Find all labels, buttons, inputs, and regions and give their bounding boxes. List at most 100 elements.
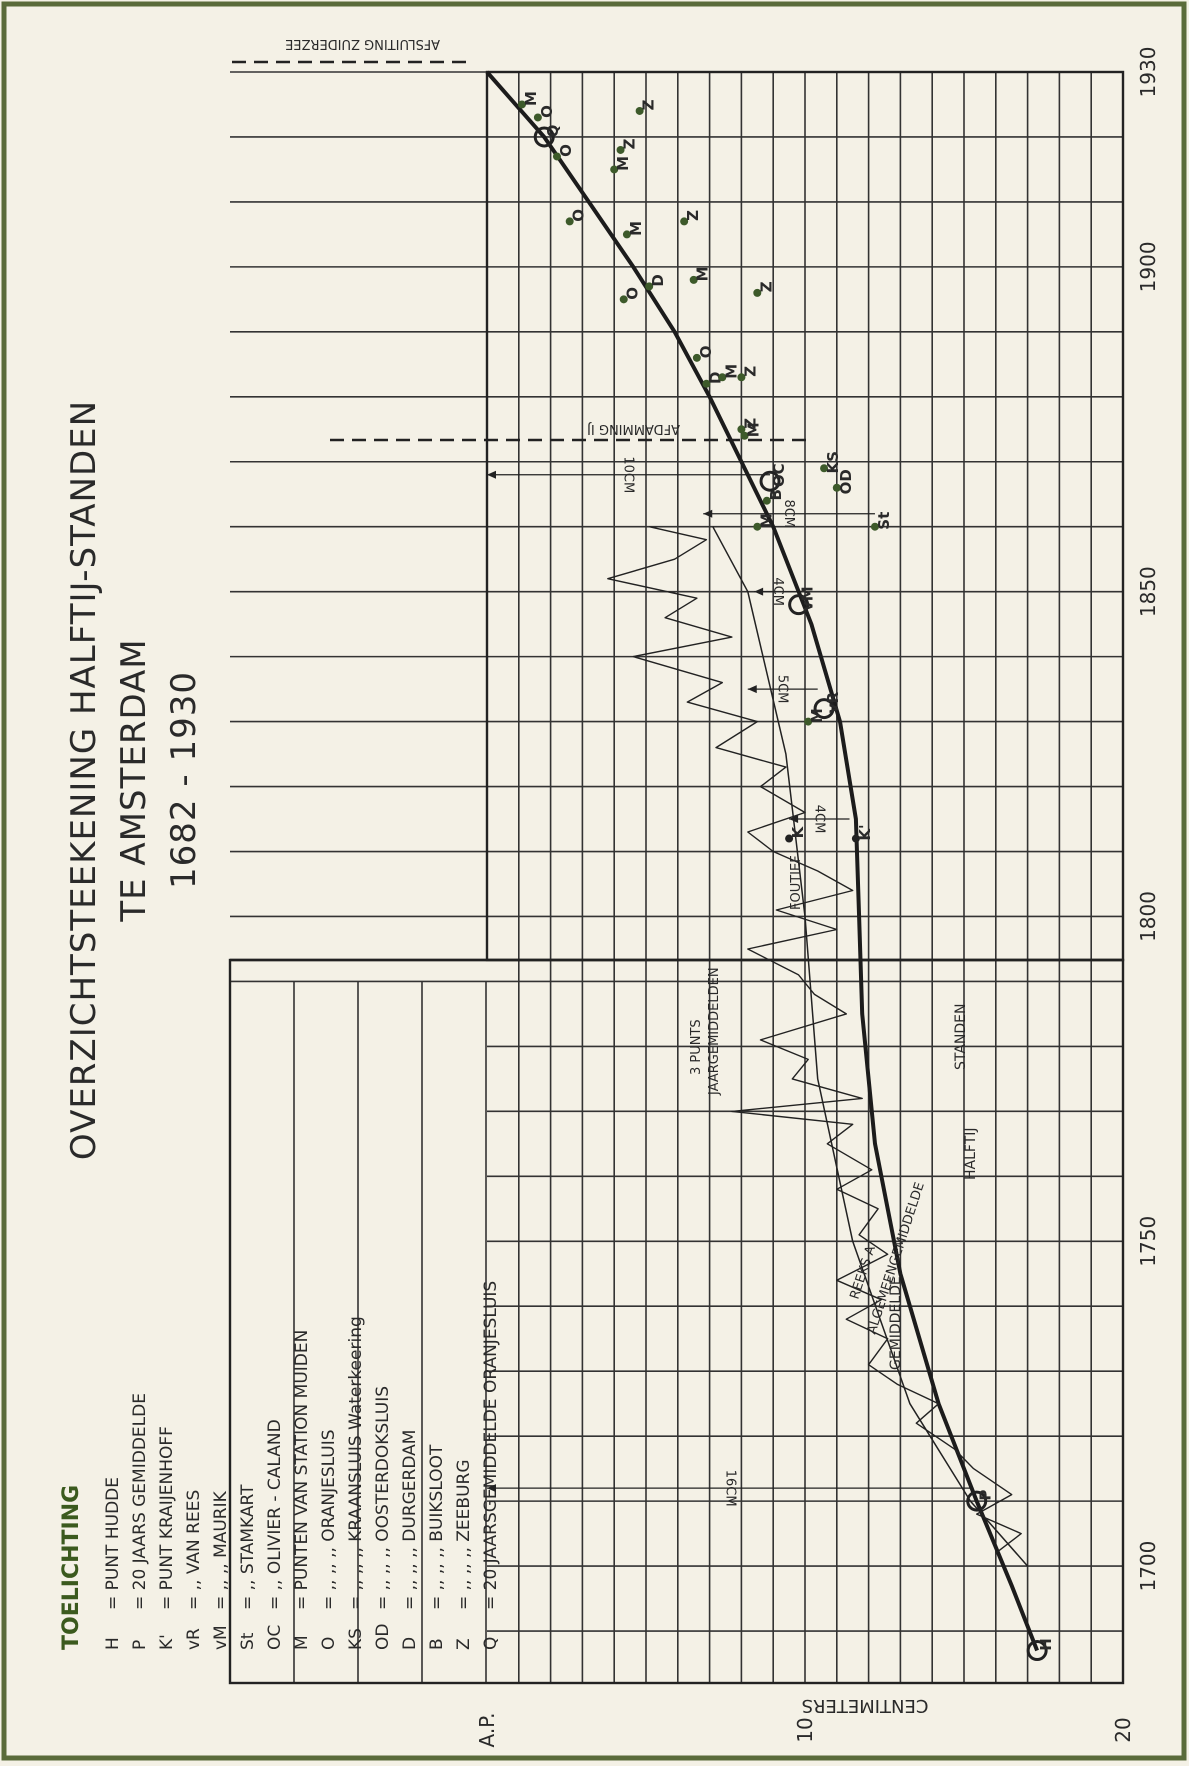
- point-marker: [820, 464, 829, 473]
- point-label: KS: [824, 451, 842, 473]
- point-label: O: [557, 144, 575, 157]
- point-marker: [870, 522, 879, 531]
- standen-label: STANDEN: [953, 1004, 969, 1071]
- offset-arrow-head: [754, 587, 764, 596]
- legend-text: = ,, ,, ,, ZEEBURG: [454, 1459, 474, 1610]
- y-tick-label: A.P.: [475, 1713, 499, 1748]
- legend-text: = ,, ,, ,, OOSTERDOKSLUIS: [373, 1386, 393, 1610]
- point-marker: [737, 373, 746, 382]
- point-marker-large: [533, 126, 555, 148]
- point-marker: [616, 145, 625, 154]
- point-marker: [680, 217, 689, 226]
- title-line-2: TE AMSTERDAM: [114, 638, 154, 922]
- point-marker: [753, 522, 762, 531]
- point-marker-large: [966, 1490, 988, 1512]
- point-marker: [804, 717, 813, 726]
- point-marker: [619, 295, 628, 304]
- chart-title: OVERZICHTSTEEKENING HALFTIJ-STANDEN TE A…: [64, 400, 204, 1160]
- point-label: O: [570, 209, 588, 222]
- point-label: Z: [741, 418, 759, 429]
- point-label: M: [627, 221, 645, 236]
- point-marker: [635, 106, 644, 115]
- legend-text: = ,, VAN REES: [184, 1490, 204, 1610]
- offset-label: 16CM: [722, 1470, 737, 1507]
- point-marker: [622, 230, 631, 239]
- point-marker: [645, 282, 654, 291]
- offset-arrow-head: [487, 470, 496, 479]
- point-marker: [517, 100, 526, 109]
- point-label: B: [767, 489, 785, 500]
- point-marker: [610, 165, 619, 174]
- point-label: St: [875, 512, 893, 530]
- foutief-label: FOUTIEF: [789, 855, 804, 910]
- point-label: OD: [837, 469, 855, 494]
- legend-text: = ,, OLIVIER - CALAND: [265, 1419, 285, 1610]
- legend-key: B: [427, 1638, 447, 1650]
- point-marker: [737, 425, 746, 434]
- point-marker: [718, 373, 727, 382]
- point-marker-large: [788, 594, 810, 616]
- point-label: Z: [640, 99, 658, 110]
- offset-arrows: 16CM 4CM 5CM 4CM 8CM 10CM: [487, 456, 974, 1507]
- legend-key: P: [130, 1640, 150, 1650]
- x-tick-label: 1900: [1136, 241, 1160, 292]
- title-line-1: OVERZICHTSTEEKENING HALFTIJ-STANDEN: [64, 400, 104, 1160]
- y-tick-label: 20: [1111, 1717, 1135, 1742]
- legend-text: = 20 JAARS GEMIDDELDE: [130, 1393, 150, 1610]
- x-tick-label: 1700: [1136, 1541, 1160, 1592]
- legend-text: = ,, ,, ,, DURGERDAM: [400, 1430, 420, 1610]
- point-label: O: [624, 287, 642, 300]
- point-label: Z: [621, 138, 639, 149]
- point-label: O: [538, 105, 556, 118]
- point-label: OC: [770, 463, 788, 487]
- point-label: Z: [684, 210, 702, 221]
- point-label: Z: [741, 366, 759, 377]
- point-label: O: [697, 345, 715, 358]
- point-label: vR: [824, 691, 842, 713]
- legend-text: = ,, STAMKART: [238, 1484, 258, 1610]
- legend-text: = ,, ,, ,, ORANJESLUIS: [319, 1429, 339, 1610]
- point-marker: [762, 496, 771, 505]
- point-marker: [565, 217, 574, 226]
- title-line-3: 1682 - 1930: [164, 671, 204, 889]
- legend-key: St: [238, 1632, 258, 1650]
- offset-arrow-head: [703, 509, 713, 518]
- y-axis-label: CENTIMETERS: [802, 1695, 929, 1716]
- legend-key: K': [157, 1634, 177, 1650]
- legend-key: O: [319, 1637, 339, 1650]
- point-marker: [753, 288, 762, 297]
- point-marker: [740, 431, 749, 440]
- legend-key: Q: [481, 1637, 501, 1650]
- chart-grid: [229, 71, 1123, 1683]
- point-label: K: [789, 825, 807, 838]
- point-label: vM: [799, 586, 817, 611]
- afsluiting-label: AFSLUITING ZUIDERZEE: [285, 36, 440, 51]
- legend-key: D: [400, 1637, 420, 1650]
- legend-text: = ,, ,, ,, BUIKSLOOT: [427, 1444, 447, 1610]
- legend-key: M: [292, 1635, 312, 1650]
- point-marker: [692, 353, 701, 362]
- legend-toelichting: TOELICHTING H = PUNT HUDDE P = 20 JAARS GEM…: [59, 1281, 501, 1650]
- y-tick-label: 10: [793, 1717, 817, 1742]
- legend-key: KS: [346, 1628, 366, 1650]
- point-label: M: [694, 266, 712, 281]
- x-tick-label: 1850: [1136, 566, 1160, 617]
- point-label: Z: [757, 281, 775, 292]
- point-label: K': [856, 824, 874, 840]
- x-tick-label: 1750: [1136, 1216, 1160, 1267]
- point-marker: [533, 113, 542, 122]
- point-label: P: [977, 1490, 995, 1501]
- legend-key: OC: [265, 1625, 285, 1650]
- legend-text: = PUNT KRAIJENHOFF: [157, 1426, 177, 1610]
- point-label: D: [649, 274, 667, 286]
- point-label: M: [722, 364, 740, 379]
- y-tick-labels: A.P. 10 20: [475, 1713, 1135, 1748]
- point-label: M: [614, 156, 632, 171]
- halftij-label: HALFTIJ: [963, 1127, 979, 1180]
- legend-heading: TOELICHTING: [59, 1485, 84, 1650]
